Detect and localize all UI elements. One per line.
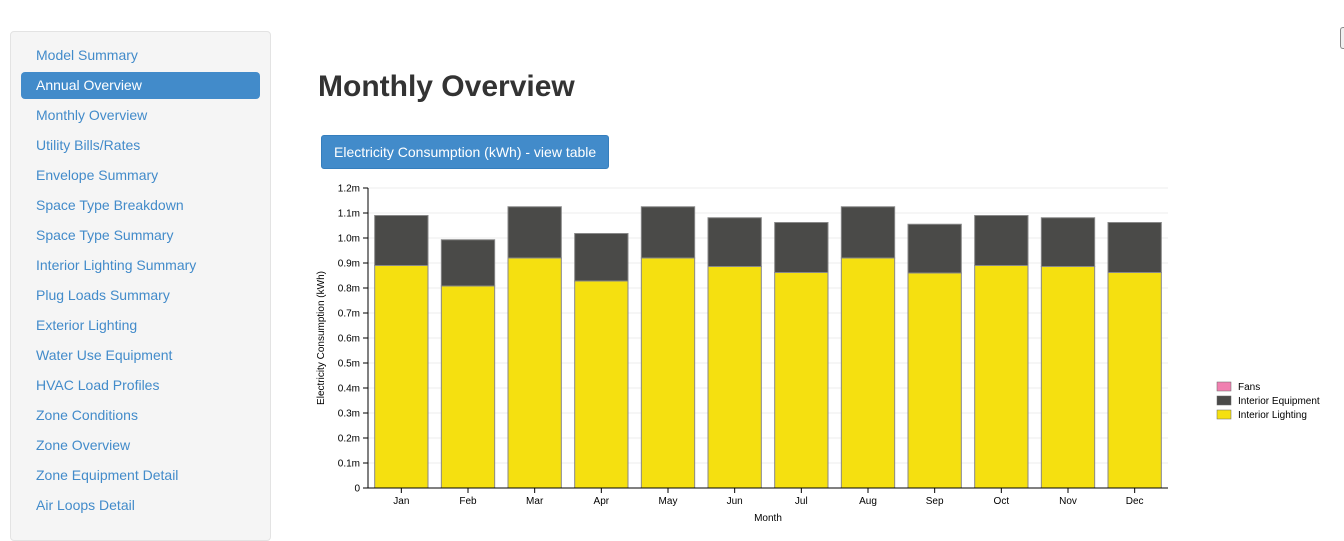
bar-interior-equipment	[507, 206, 562, 259]
legend-label: Interior Lighting	[1238, 410, 1307, 421]
sidebar-item-envelope-summary[interactable]: Envelope Summary	[36, 167, 159, 183]
y-tick-label: 0	[354, 484, 360, 495]
y-tick-label: 0.4m	[338, 384, 360, 395]
bar-interior-lighting	[374, 265, 429, 489]
x-tick-label: Jan	[393, 496, 409, 507]
sidebar-item-exterior-lighting[interactable]: Exterior Lighting	[36, 317, 138, 333]
y-tick-label: 0.6m	[338, 334, 360, 345]
x-tick-label: Sep	[926, 496, 944, 507]
bar-interior-equipment	[640, 206, 696, 259]
sidebar-item-water-use-equipment[interactable]: Water Use Equipment	[36, 347, 173, 363]
bar-interior-equipment	[1040, 217, 1096, 267]
bar-interior-equipment	[440, 239, 496, 287]
sidebar-item-space-type-summary[interactable]: Space Type Summary	[36, 227, 174, 243]
legend-label: Fans	[1238, 382, 1260, 393]
x-tick-label: Jun	[727, 496, 743, 507]
y-tick-label: 0.1m	[338, 459, 360, 470]
x-tick-label: Feb	[459, 496, 477, 507]
y-axis-label: Electricity Consumption (kWh)	[316, 271, 327, 405]
x-tick-label: Apr	[594, 496, 610, 507]
sidebar-item-interior-lighting-summary[interactable]: Interior Lighting Summary	[36, 257, 197, 273]
sidebar-item-space-type-breakdown[interactable]: Space Type Breakdown	[36, 197, 184, 213]
legend-swatch	[1216, 409, 1232, 420]
sidebar-item-air-loops-detail[interactable]: Air Loops Detail	[36, 497, 135, 513]
bar-interior-equipment	[1107, 222, 1162, 273]
bar-interior-lighting	[1107, 272, 1162, 489]
legend-swatch	[1216, 381, 1232, 392]
y-tick-label: 0.8m	[338, 284, 360, 295]
sidebar-item-zone-overview[interactable]: Zone Overview	[36, 437, 131, 453]
sidebar-item-monthly-overview[interactable]: Monthly Overview	[36, 107, 148, 123]
x-tick-label: Aug	[859, 496, 877, 507]
y-tick-label: 0.9m	[338, 259, 360, 270]
x-axis-label: Month	[754, 513, 782, 524]
sidebar-item-utility-bills-rates[interactable]: Utility Bills/Rates	[36, 137, 141, 153]
bar-interior-lighting	[507, 257, 562, 489]
bar-interior-equipment	[774, 222, 829, 273]
y-tick-label: 1.2m	[338, 184, 360, 195]
view-table-button[interactable]: Electricity Consumption (kWh) - view tab…	[321, 135, 610, 169]
scrollbar-edge	[1340, 27, 1344, 49]
bar-interior-equipment	[574, 233, 629, 282]
y-tick-label: 0.5m	[338, 359, 360, 370]
sidebar-item-plug-loads-summary[interactable]: Plug Loads Summary	[36, 287, 170, 303]
bar-interior-lighting	[1040, 266, 1096, 489]
y-tick-label: 0.7m	[338, 309, 360, 320]
x-tick-label: Mar	[526, 496, 544, 507]
bar-interior-lighting	[440, 285, 496, 489]
bar-interior-equipment	[707, 217, 762, 267]
x-tick-label: Jul	[795, 496, 808, 507]
sidebar: Model Summary Annual Overview Monthly Over…	[10, 31, 271, 541]
y-tick-label: 1.1m	[338, 209, 360, 220]
bar-interior-equipment	[907, 223, 962, 274]
y-tick-label: 0.3m	[338, 409, 360, 420]
page-title: Monthly Overview	[318, 70, 575, 103]
bar-interior-equipment	[374, 215, 429, 266]
sidebar-item-hvac-load-profiles[interactable]: HVAC Load Profiles	[36, 377, 160, 393]
y-tick-label: 1.0m	[338, 234, 360, 245]
legend-swatch	[1216, 395, 1232, 406]
monthly-electricity-chart: Electricity Consumption (kWh) Month 0 0.1…	[316, 184, 1320, 525]
sidebar-item-model-summary[interactable]: Model Summary	[36, 47, 138, 63]
bar-interior-equipment	[974, 215, 1029, 266]
sidebar-nav: Model Summary Annual Overview Monthly Over…	[11, 32, 270, 519]
bar-interior-lighting	[574, 280, 629, 489]
sidebar-item-zone-conditions[interactable]: Zone Conditions	[36, 407, 138, 423]
bar-interior-lighting	[907, 272, 962, 489]
x-tick-label: May	[659, 496, 678, 507]
bar-interior-lighting	[774, 272, 829, 489]
bar-interior-equipment	[840, 206, 896, 259]
bar-interior-lighting	[640, 257, 696, 489]
bar-interior-lighting	[974, 265, 1029, 489]
sidebar-item-annual-overview[interactable]: Annual Overview	[21, 72, 260, 99]
legend-label: Interior Equipment	[1238, 396, 1320, 407]
x-tick-label: Dec	[1126, 496, 1144, 507]
x-tick-label: Nov	[1059, 496, 1077, 507]
y-tick-label: 0.2m	[338, 434, 360, 445]
bar-interior-lighting	[707, 266, 762, 489]
sidebar-item-zone-equipment-detail[interactable]: Zone Equipment Detail	[36, 467, 179, 483]
bar-interior-lighting	[840, 257, 896, 489]
x-tick-label: Oct	[994, 496, 1010, 507]
